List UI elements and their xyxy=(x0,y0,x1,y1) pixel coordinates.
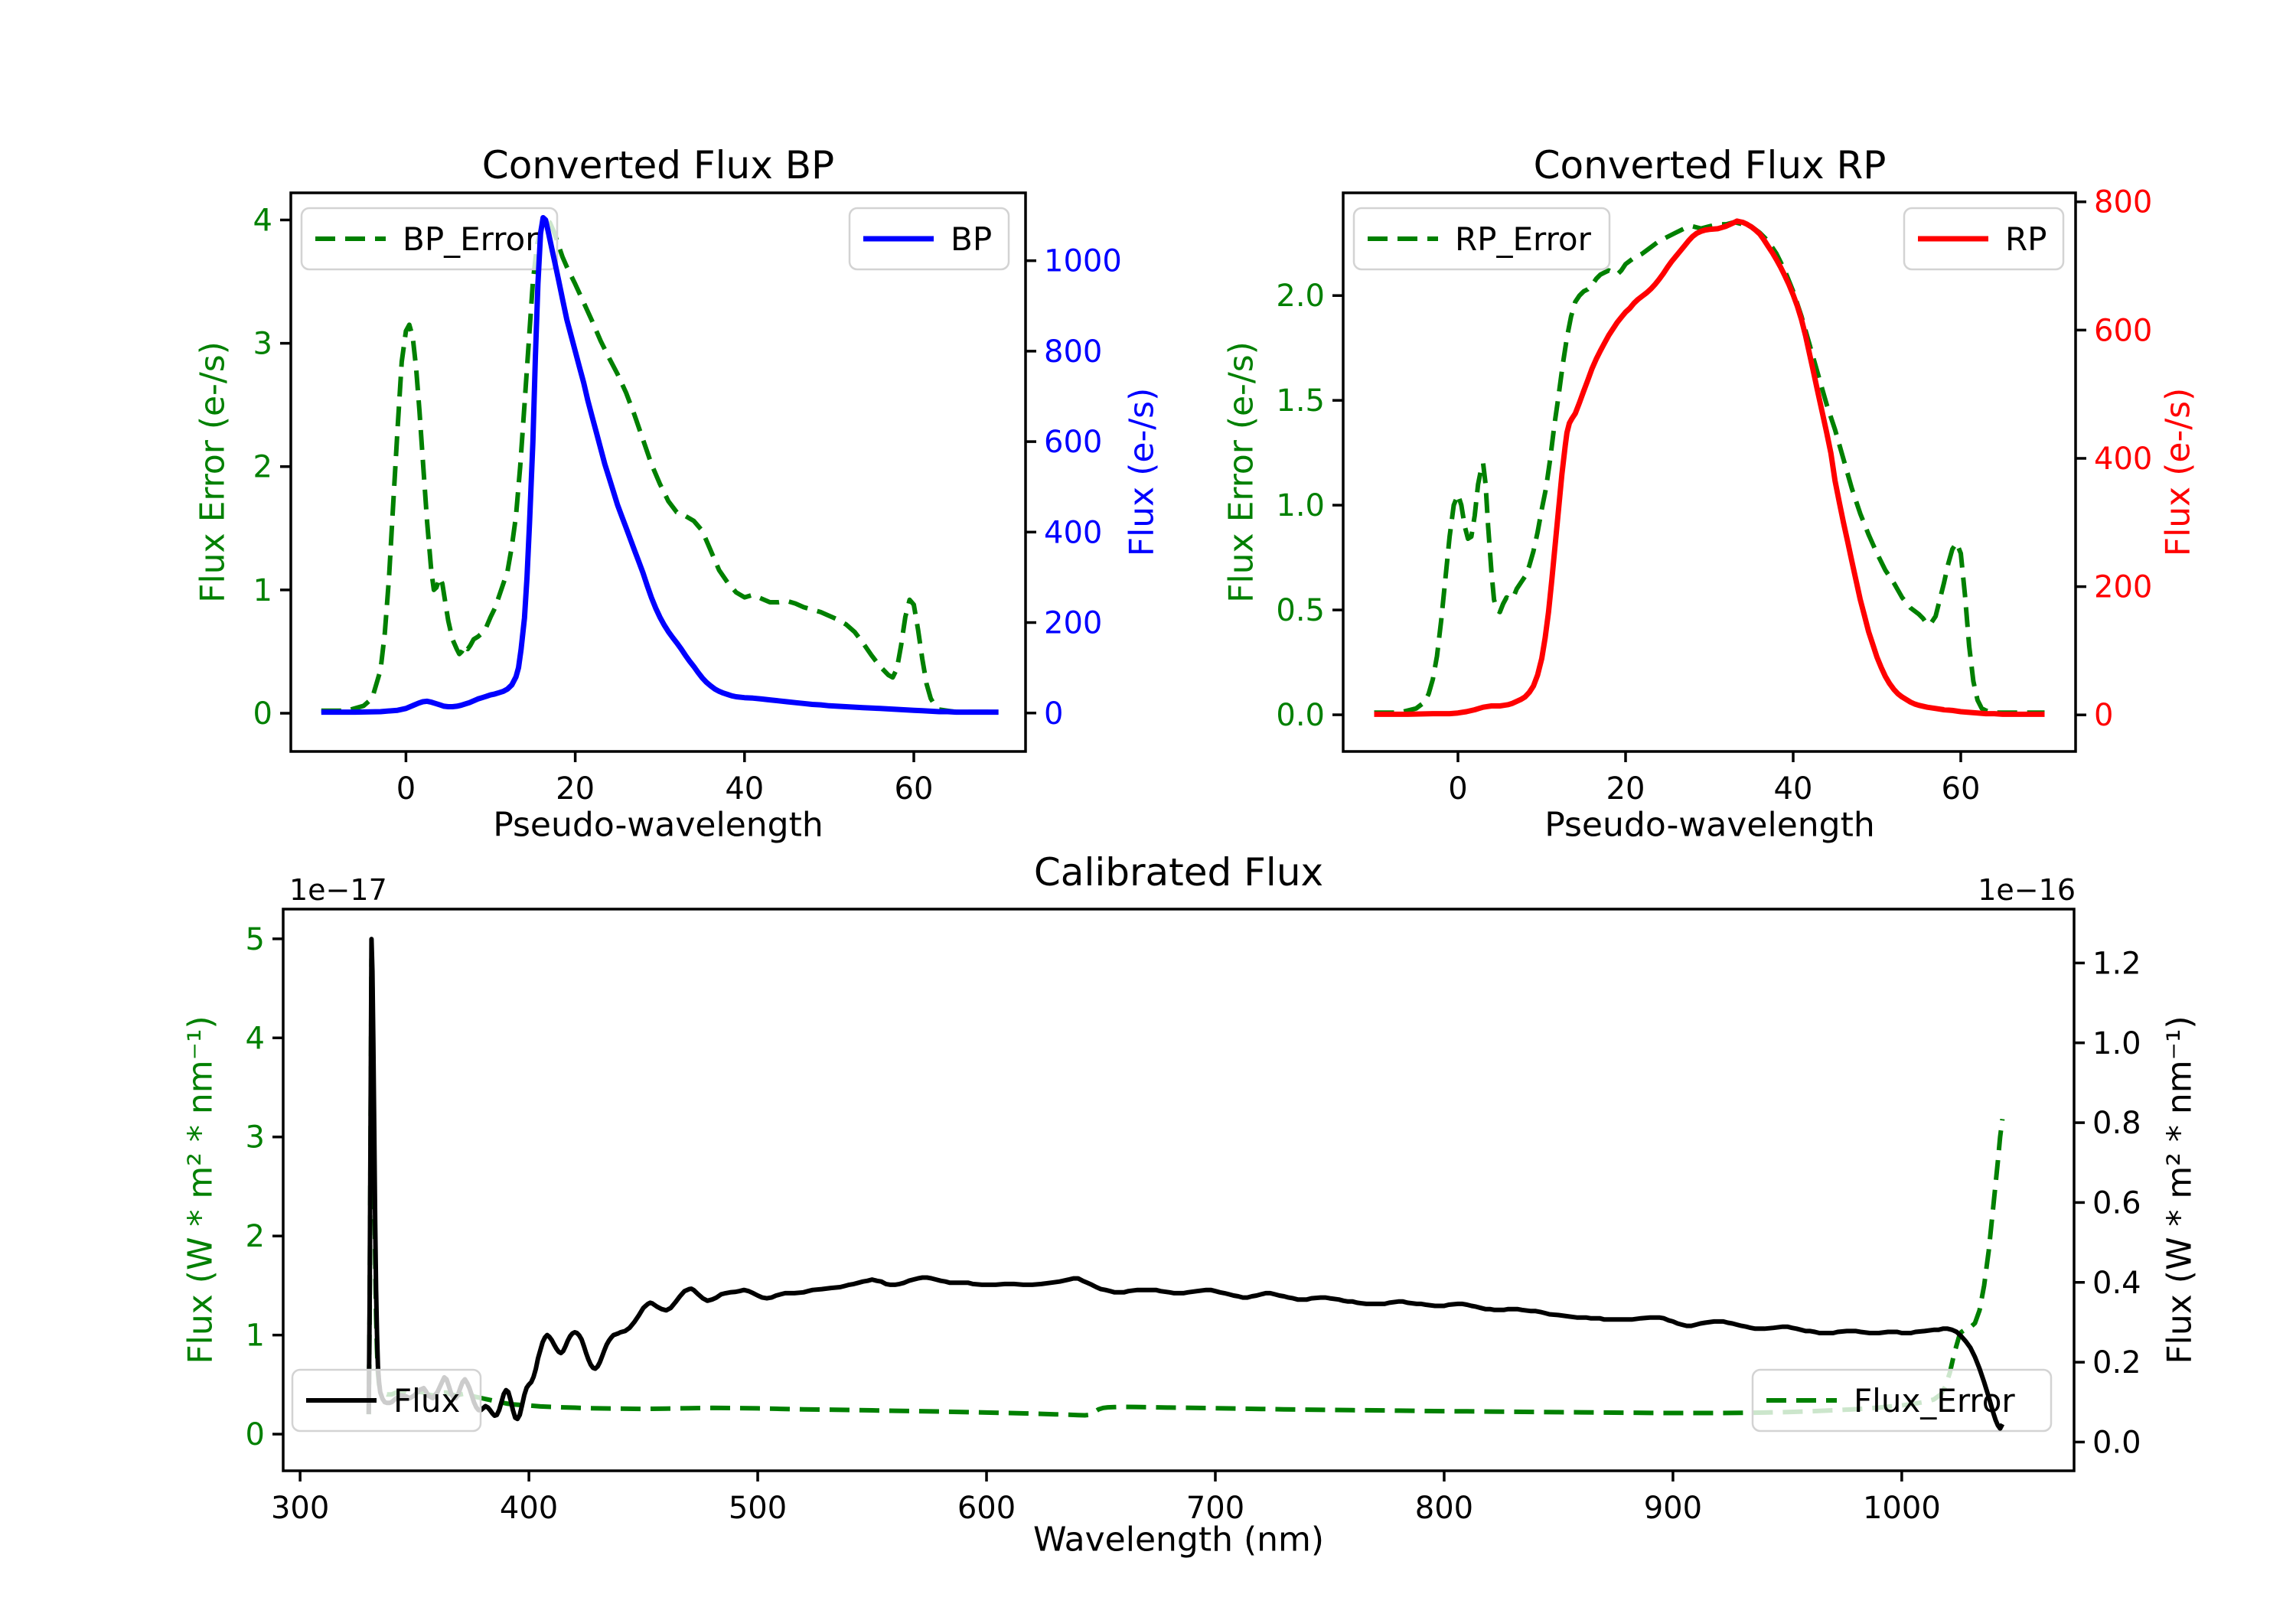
flux_error-curve xyxy=(366,956,2005,1418)
rp-xaxis-label: Pseudo-wavelength xyxy=(1544,805,1875,845)
left-y-tick-label: 0.0 xyxy=(1276,698,1325,733)
right-y-tick-label: 1.2 xyxy=(2092,946,2141,981)
left-y-tick-label: 1 xyxy=(253,573,272,608)
bp-right-yaxis-label: Flux (e-/s) xyxy=(1122,387,1162,557)
left-axis-offset-text: 1e−17 xyxy=(289,873,387,907)
left-y-tick-label: 3 xyxy=(253,327,272,362)
right-y-tick-label: 800 xyxy=(1044,334,1102,370)
left-y-tick-label: 4 xyxy=(253,203,272,238)
plot-1: RP_Error RP 0 20 40 60 0.0 0.5 1.0 1.5 2.0 0 200 400 6… xyxy=(1276,185,2152,807)
bp-left-yaxis-label: Flux Error (e-/s) xyxy=(193,341,233,603)
right-y-tick-label: 0.2 xyxy=(2092,1345,2141,1380)
plot-frame xyxy=(282,908,2076,1472)
right-y-tick-label: 0.0 xyxy=(2092,1425,2141,1460)
rp-right-yaxis-label: Flux (e-/s) xyxy=(2158,387,2198,557)
left-y-tick-label: 0 xyxy=(253,696,272,732)
right-y-tick-label: 600 xyxy=(1044,425,1102,460)
calibrated-right-yaxis-label: Flux (W * m² * nm⁻¹) xyxy=(2160,1015,2200,1364)
legend-box-flux xyxy=(291,1368,482,1433)
x-tick-label: 0 xyxy=(396,771,416,807)
x-tick-label: 300 xyxy=(271,1491,329,1526)
right-y-tick-label: 200 xyxy=(2094,570,2152,605)
x-tick-label: 400 xyxy=(500,1491,558,1526)
x-tick-label: 0 xyxy=(1448,771,1467,807)
plot-frame xyxy=(289,191,1027,753)
bp_error-curve xyxy=(321,217,999,715)
x-tick-label: 800 xyxy=(1415,1491,1473,1526)
legend-label-flux: Flux xyxy=(393,1382,460,1420)
right-y-tick-label: 0.4 xyxy=(2092,1266,2141,1301)
right-y-tick-label: 200 xyxy=(1044,606,1102,641)
left-y-tick-label: 0 xyxy=(246,1417,265,1452)
legend-label-bp: BP xyxy=(951,220,992,258)
right-y-tick-label: 0 xyxy=(1044,696,1063,732)
legend-box-rp_error xyxy=(1352,207,1611,271)
legend-label-rp: RP xyxy=(2005,220,2047,258)
right-y-tick-label: 0.8 xyxy=(2092,1106,2141,1141)
left-y-tick-label: 2 xyxy=(253,450,272,485)
calibrated-xaxis-label: Wavelength (nm) xyxy=(1032,1520,1325,1560)
left-y-tick-label: 2 xyxy=(246,1219,265,1254)
left-y-tick-label: 1 xyxy=(246,1319,265,1354)
left-y-tick-label: 5 xyxy=(246,922,265,957)
x-tick-label: 60 xyxy=(895,771,934,807)
calibrated-left-yaxis-label: Flux (W * m² * nm⁻¹) xyxy=(181,1015,220,1364)
right-y-tick-label: 1.0 xyxy=(2092,1026,2141,1061)
right-y-tick-label: 0.6 xyxy=(2092,1185,2141,1221)
right-y-tick-label: 400 xyxy=(2094,442,2152,477)
left-y-tick-label: 0.5 xyxy=(1276,593,1325,628)
x-tick-label: 700 xyxy=(1186,1491,1244,1526)
legend-label-rp_error: RP_Error xyxy=(1455,220,1592,258)
x-tick-label: 20 xyxy=(556,771,595,807)
right-y-tick-label: 400 xyxy=(1044,515,1102,550)
x-tick-label: 60 xyxy=(1942,771,1981,807)
rp-plot-title: Converted Flux RP xyxy=(1533,143,1887,187)
bp-plot-title: Converted Flux BP xyxy=(481,143,835,187)
flux-curve xyxy=(366,937,2005,1431)
right-y-tick-label: 800 xyxy=(2094,185,2152,220)
legend-box-bp_error xyxy=(300,207,559,271)
x-tick-label: 500 xyxy=(729,1491,787,1526)
x-tick-label: 600 xyxy=(957,1491,1016,1526)
right-axis-offset-text: 1e−16 xyxy=(1978,873,2076,907)
x-tick-label: 20 xyxy=(1606,771,1645,807)
bp-curve xyxy=(321,215,999,715)
calibrated-plot-title: Calibrated Flux xyxy=(1033,850,1324,895)
legend-box-flux_error xyxy=(1751,1368,2053,1433)
x-tick-label: 40 xyxy=(1774,771,1813,807)
legend-label-bp_error: BP_Error xyxy=(403,220,539,258)
rp-curve xyxy=(1374,218,2045,717)
right-y-tick-label: 0 xyxy=(2094,698,2113,733)
rp-left-yaxis-label: Flux Error (e-/s) xyxy=(1221,341,1261,603)
x-tick-label: 900 xyxy=(1644,1491,1702,1526)
left-y-tick-label: 4 xyxy=(246,1021,265,1056)
right-y-tick-label: 1000 xyxy=(1044,244,1122,279)
left-y-tick-label: 1.0 xyxy=(1276,488,1325,523)
plot-frame xyxy=(1342,191,2077,753)
bp-xaxis-label: Pseudo-wavelength xyxy=(493,805,823,845)
rp_error-curve xyxy=(1374,220,2045,715)
right-y-tick-label: 600 xyxy=(2094,313,2152,348)
left-y-tick-label: 1.5 xyxy=(1276,383,1325,419)
x-tick-label: 1000 xyxy=(1863,1491,1941,1526)
left-y-tick-label: 3 xyxy=(246,1120,265,1156)
left-y-tick-label: 2.0 xyxy=(1276,279,1325,314)
x-tick-label: 40 xyxy=(725,771,764,807)
